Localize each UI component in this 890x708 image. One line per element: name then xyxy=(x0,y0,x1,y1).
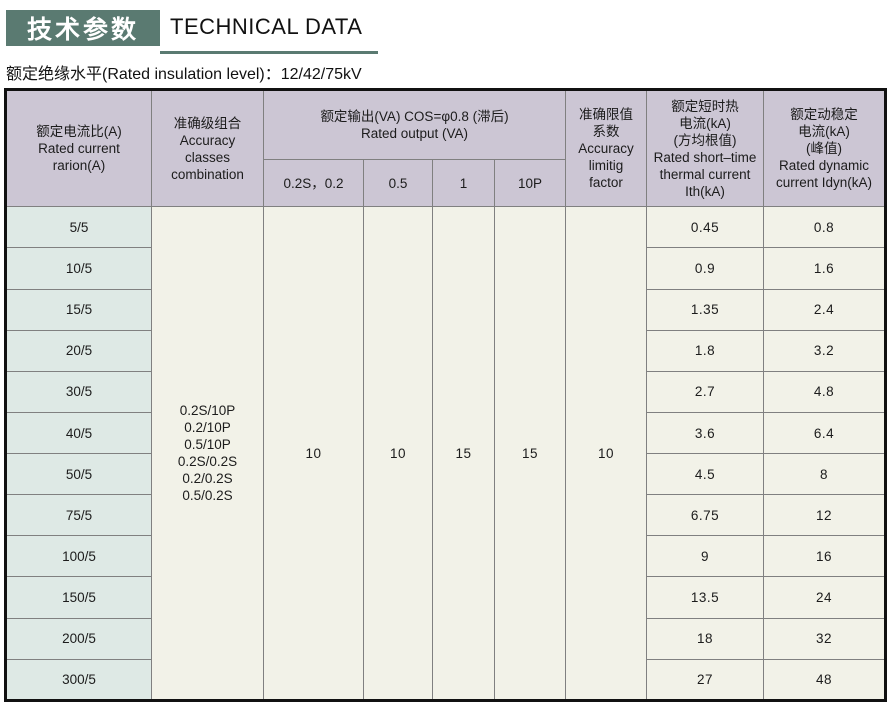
col-header-accuracy-classes: 准确级组合 Accuracy classes combination xyxy=(151,88,264,208)
table-row: 20/5 1.8 3.2 xyxy=(5,329,887,372)
table-row: 30/5 2.7 4.8 xyxy=(5,370,887,413)
col-header-thermal-current: 额定短时热 电流(kA) (方均根值) Rated short–time the… xyxy=(646,88,765,208)
rated-insulation-level: 额定绝缘水平(Rated insulation level)：12/42/75k… xyxy=(6,66,362,83)
section-title-zh: 技术参数 xyxy=(6,10,160,46)
header-row-1: 额定电流比(A) Rated current rarion(A) 准确级组合 A… xyxy=(5,88,887,208)
dynamic-value: 12 xyxy=(763,494,887,537)
output-10p-value: 15 xyxy=(493,206,567,701)
thermal-value: 1.35 xyxy=(646,288,765,331)
table-row: 5/5 0.2S/10P 0.2/10P 0.5/10P 0.2S/0.2S 0… xyxy=(5,206,887,701)
ratio-value: 40/5 xyxy=(5,411,152,455)
thermal-value: 18 xyxy=(646,617,765,660)
ratio-value: 10/5 xyxy=(5,247,152,290)
dynamic-value: 32 xyxy=(763,617,887,660)
subcol-02s-02: 0.2S，0.2 xyxy=(263,159,364,208)
subcol-10p: 10P xyxy=(493,159,567,208)
table-row: 40/5 3.6 6.4 xyxy=(5,411,887,455)
thermal-value: 27 xyxy=(646,658,765,702)
col-header-rated-output: 额定输出(VA) COS=φ0.8 (滞后) Rated output (VA) xyxy=(262,88,567,161)
col-header-accuracy-limit-factor: 准确限值 系数 Accuracy limitig factor xyxy=(565,88,648,208)
accuracy-combinations-cell: 0.2S/10P 0.2/10P 0.5/10P 0.2S/0.2S 0.2/0… xyxy=(151,206,264,701)
table-row: 75/5 6.75 12 xyxy=(5,494,887,537)
ratio-value: 100/5 xyxy=(5,535,152,578)
output-1-value: 15 xyxy=(432,206,495,701)
thermal-value: 0.45 xyxy=(646,206,765,249)
dynamic-value: 2.4 xyxy=(763,288,887,331)
title-underline xyxy=(160,51,378,54)
ratio-value: 15/5 xyxy=(5,288,152,331)
output-05-value: 10 xyxy=(363,206,433,701)
dynamic-value: 16 xyxy=(763,535,887,578)
dynamic-value: 1.6 xyxy=(763,247,887,290)
ratio-value: 20/5 xyxy=(5,329,152,372)
table-row: 150/5 13.5 24 xyxy=(5,576,887,619)
ratio-value: 300/5 xyxy=(5,658,152,702)
subcol-1: 1 xyxy=(432,159,495,208)
dynamic-value: 8 xyxy=(763,453,887,496)
limit-factor-value: 10 xyxy=(565,206,648,701)
thermal-value: 6.75 xyxy=(646,494,765,537)
thermal-value: 1.8 xyxy=(646,329,765,372)
thermal-value: 13.5 xyxy=(646,576,765,619)
thermal-value: 0.9 xyxy=(646,247,765,290)
col-header-rated-current-ratio: 额定电流比(A) Rated current rarion(A) xyxy=(5,88,152,208)
dynamic-value: 4.8 xyxy=(763,370,887,413)
thermal-value: 9 xyxy=(646,535,765,578)
dynamic-value: 48 xyxy=(763,658,887,702)
dynamic-value: 0.8 xyxy=(763,206,887,249)
ratio-value: 150/5 xyxy=(5,576,152,619)
thermal-value: 4.5 xyxy=(646,453,765,496)
section-title-zh-text: 技术参数 xyxy=(26,16,139,44)
output-02s-02-value: 10 xyxy=(263,206,364,701)
header-row-2: 0.2S，0.2 0.5 1 10P xyxy=(6,159,886,208)
technical-data-table: 额定电流比(A) Rated current rarion(A) 准确级组合 A… xyxy=(4,88,888,702)
ratio-value: 5/5 xyxy=(5,206,152,249)
thermal-value: 2.7 xyxy=(646,370,765,413)
ratio-value: 200/5 xyxy=(5,617,152,660)
table-row: 100/5 9 16 xyxy=(5,535,887,578)
subcol-05: 0.5 xyxy=(363,159,433,208)
thermal-value: 3.6 xyxy=(646,411,765,455)
table-row: 300/5 27 48 xyxy=(5,658,887,702)
table-row: 15/5 1.35 2.4 xyxy=(5,288,887,331)
section-title-en: TECHNICAL DATA xyxy=(170,14,363,39)
ratio-value: 30/5 xyxy=(5,370,152,413)
ratio-value: 75/5 xyxy=(5,494,152,537)
table-row: 200/5 18 32 xyxy=(5,617,887,660)
ratio-value: 50/5 xyxy=(5,453,152,496)
dynamic-value: 24 xyxy=(763,576,887,619)
dynamic-value: 6.4 xyxy=(763,411,887,455)
dynamic-value: 3.2 xyxy=(763,329,887,372)
col-header-dynamic-current: 额定动稳定 电流(kA) (峰值) Rated dynamic current … xyxy=(763,88,887,208)
